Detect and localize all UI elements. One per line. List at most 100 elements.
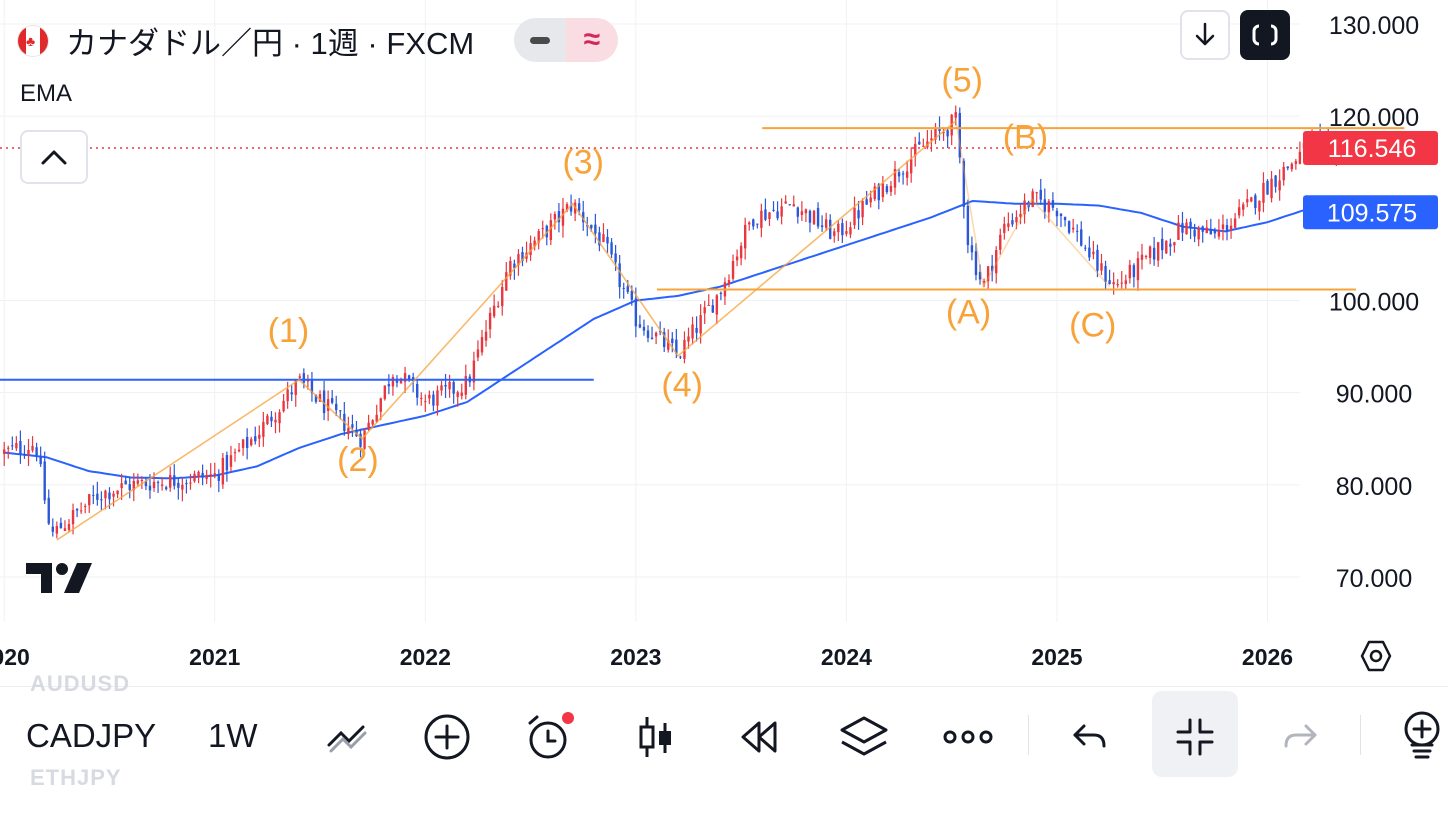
candle-body [970, 245, 974, 253]
candle-body [488, 312, 492, 330]
candle-body [407, 375, 411, 380]
candle-body [772, 209, 775, 211]
replay-icon[interactable] [731, 709, 787, 765]
candle-body [711, 305, 714, 313]
candle-body [800, 211, 804, 215]
candle-body [505, 272, 508, 291]
price-axis: 130.000 120.000 100.000 90.000 80.000 70.000 [1329, 12, 1419, 593]
candle-body [47, 497, 50, 524]
candle-body [1084, 247, 1087, 249]
candle-body [630, 290, 634, 300]
candle-body [428, 394, 431, 399]
candle-body [250, 439, 253, 446]
candle-body [330, 398, 334, 403]
candle-body [1112, 282, 1115, 285]
candle-body [379, 398, 382, 412]
candle-body [735, 256, 739, 261]
collapse-legend-button[interactable] [20, 130, 88, 184]
candle-body [501, 286, 504, 307]
more-icon[interactable] [940, 709, 996, 765]
candle-body [1254, 195, 1257, 208]
collapse-button[interactable] [1152, 691, 1238, 777]
candle-body [942, 132, 945, 134]
candle-body [541, 228, 544, 230]
download-button[interactable] [1180, 10, 1230, 60]
candle-body [1011, 220, 1014, 225]
add-icon[interactable] [419, 709, 475, 765]
candle-body [294, 380, 297, 395]
candle-body [1262, 183, 1265, 203]
minus-icon[interactable] [514, 18, 566, 62]
price-chart[interactable]: (1)(2)(3)(4)(5)(A)(B)(C) 130.000120.0001… [0, 0, 1448, 686]
candle-body [164, 487, 168, 490]
chart-type-toggle[interactable]: ≈ [514, 18, 618, 62]
candle-body [667, 340, 670, 350]
candle-body [1031, 191, 1034, 208]
candle-body [634, 298, 638, 327]
candle-body [1059, 213, 1063, 217]
layers-icon[interactable] [836, 709, 892, 765]
candle-body [1266, 180, 1269, 195]
candle-body [922, 145, 925, 147]
alarm-icon[interactable] [522, 709, 578, 765]
candle-body [298, 376, 301, 378]
candle-body [213, 473, 216, 475]
candle-body [448, 381, 451, 390]
add-alert-icon[interactable] [1392, 709, 1448, 765]
elliott-wave-line [56, 120, 957, 541]
candle-body [905, 171, 909, 178]
candle-body [1096, 249, 1099, 271]
candle-body [966, 205, 970, 246]
approx-icon[interactable]: ≈ [566, 18, 618, 62]
candle-body [27, 449, 30, 456]
candle-body [96, 493, 99, 500]
symbol-selector[interactable]: CADJPY [26, 717, 157, 754]
candle-body [618, 263, 621, 288]
candle-body [156, 482, 160, 484]
candle-body [954, 112, 957, 118]
candle-body [197, 471, 200, 478]
candle-body [1148, 246, 1152, 258]
candle-body [974, 251, 978, 276]
candle-body [1197, 227, 1200, 240]
candle-body [193, 473, 196, 482]
x-tick-label: 2026 [1242, 644, 1293, 670]
candle-body [565, 204, 569, 211]
collapse-icon[interactable] [1167, 709, 1223, 765]
candle-body [229, 455, 233, 467]
candle-body [756, 223, 759, 225]
last-price-badge: 116.546 [1328, 135, 1417, 163]
candle-body [792, 204, 795, 207]
candle-body [1213, 231, 1217, 234]
candle-body [784, 201, 787, 204]
candle-body [205, 474, 208, 479]
candle-body [233, 452, 237, 454]
interval-selector[interactable]: 1W [208, 717, 258, 754]
candle-body [39, 455, 42, 465]
candle-body [1108, 280, 1111, 284]
candle-body [79, 510, 83, 512]
candle-body [339, 410, 342, 412]
candle-body [930, 138, 933, 141]
symbol-title[interactable]: カナダドル／円 · 1週 · FXCM [66, 26, 475, 61]
wave-label: (5) [941, 61, 983, 99]
candle-body [456, 392, 459, 397]
candle-body [602, 234, 605, 243]
candle-body [420, 397, 423, 399]
candle-body [918, 141, 921, 145]
candle-body [1169, 243, 1172, 247]
candlestick-icon[interactable] [628, 709, 684, 765]
settings-icon[interactable] [1358, 638, 1394, 674]
redo-icon[interactable] [1272, 709, 1328, 765]
drawing-tools-icon[interactable] [318, 709, 374, 765]
indicator-label[interactable]: EMA [20, 80, 73, 107]
candle-body [395, 378, 399, 383]
candle-body [869, 197, 872, 203]
fullscreen-button[interactable] [1240, 10, 1290, 60]
candle-body [833, 231, 836, 236]
candle-body [788, 204, 791, 206]
undo-icon[interactable] [1062, 709, 1118, 765]
candle-body [403, 373, 407, 382]
